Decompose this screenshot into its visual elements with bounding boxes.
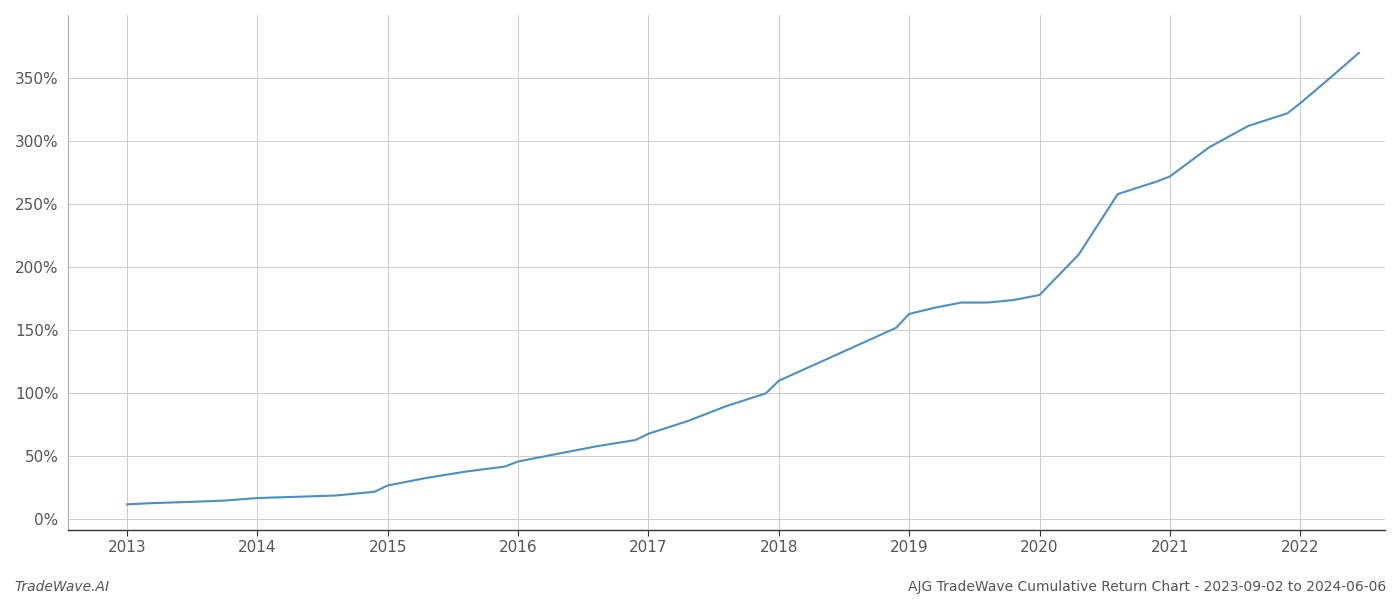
Text: TradeWave.AI: TradeWave.AI xyxy=(14,580,109,594)
Text: AJG TradeWave Cumulative Return Chart - 2023-09-02 to 2024-06-06: AJG TradeWave Cumulative Return Chart - … xyxy=(907,580,1386,594)
